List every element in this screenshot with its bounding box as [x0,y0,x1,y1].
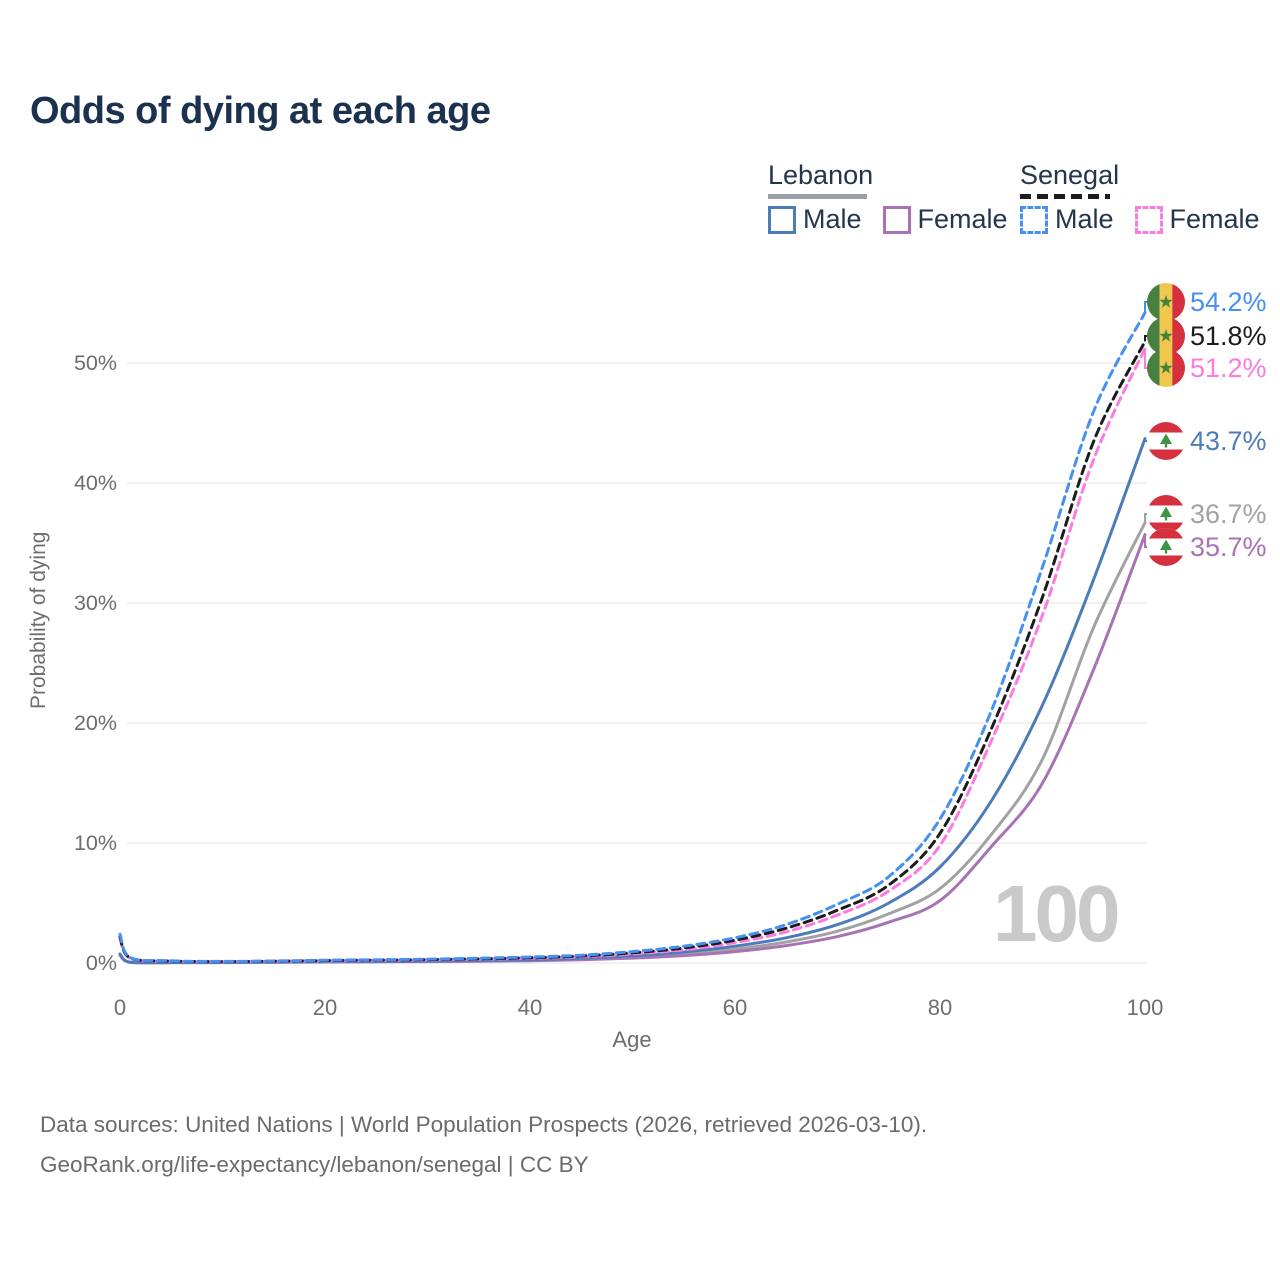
source-line-1: Data sources: United Nations | World Pop… [40,1112,928,1137]
senegal-flag-icon [1147,283,1185,321]
end-label-value: 43.7% [1190,426,1267,456]
end-label-value: 36.7% [1190,499,1267,529]
legend-item-senegal-male[interactable]: Male [1020,204,1114,235]
legend-item-label: Female [917,204,1008,234]
x-tick-20: 20 [312,995,338,1020]
y-tick-30: 30% [73,591,117,615]
x-tick-80: 80 [927,995,953,1020]
x-tick-100: 100 [1126,995,1164,1020]
curve-senegal-both[interactable] [118,339,1147,964]
curve-lebanon-female[interactable] [118,533,1147,965]
legend-group-senegal: Senegal Male Female [1020,160,1260,234]
end-label-senegal-both: 51.8% [1147,317,1267,355]
legend-country-lebanon[interactable]: Lebanon [768,160,874,190]
legend-item-label: Male [803,204,862,234]
x-tick-60: 60 [722,995,748,1020]
legend: Lebanon Male Female Senegal Male Female [768,160,1268,240]
lebanon-line-style-swatch [768,194,867,199]
end-label-lebanon-female: 35.7% [1147,528,1267,566]
senegal-flag-icon [1147,317,1185,355]
legend-item-label: Male [1055,204,1114,234]
legend-item-senegal-female[interactable]: Female [1134,204,1260,235]
legend-group-lebanon: Lebanon Male Female [768,160,1008,234]
lebanon-female-swatch-icon [882,205,911,234]
end-label-value: 51.8% [1190,321,1267,351]
y-axis-title: Probability of dying [27,531,50,709]
senegal-female-swatch-icon [1134,205,1163,234]
x-tick-0: 0 [113,995,127,1020]
end-label-value: 54.2% [1190,287,1267,317]
senegal-line-style-swatch [1020,194,1110,199]
curve-lebanon-male[interactable] [118,437,1147,965]
x-axis-title: Age [612,1027,652,1052]
end-label-lebanon-both: 36.7% [1147,495,1267,533]
lebanon-flag-icon [1147,528,1185,566]
end-label-senegal-female: 51.2% [1147,349,1267,387]
senegal-male-swatch-icon [1020,205,1048,234]
y-tick-50: 50% [73,351,117,375]
source-line-2: GeoRank.org/life-expectancy/lebanon/sene… [40,1152,589,1177]
legend-item-label: Female [1169,204,1260,234]
hover-age-watermark: 100 [993,869,1120,958]
lebanon-flag-icon [1147,495,1185,533]
senegal-flag-icon [1147,349,1185,387]
end-label-lebanon-male: 43.7% [1147,422,1267,460]
lebanon-male-swatch-icon [768,205,796,234]
end-label-value: 51.2% [1190,353,1267,383]
y-tick-10: 10% [73,831,117,855]
y-tick-40: 40% [73,471,117,495]
end-label-value: 35.7% [1190,532,1267,562]
source-attribution: Data sources: United Nations | World Pop… [40,1105,927,1185]
y-tick-0: 0% [85,951,117,975]
legend-item-lebanon-female[interactable]: Female [882,204,1008,235]
curve-senegal-female[interactable] [118,347,1147,964]
page-title: Odds of dying at each age [30,90,491,132]
x-tick-40: 40 [517,995,543,1020]
curve-senegal-male[interactable] [118,311,1147,963]
y-tick-20: 20% [73,711,117,735]
end-label-senegal-male: 54.2% [1147,283,1267,321]
lebanon-flag-icon [1147,422,1185,460]
legend-country-senegal[interactable]: Senegal [1020,160,1120,190]
legend-item-lebanon-male[interactable]: Male [768,204,862,235]
